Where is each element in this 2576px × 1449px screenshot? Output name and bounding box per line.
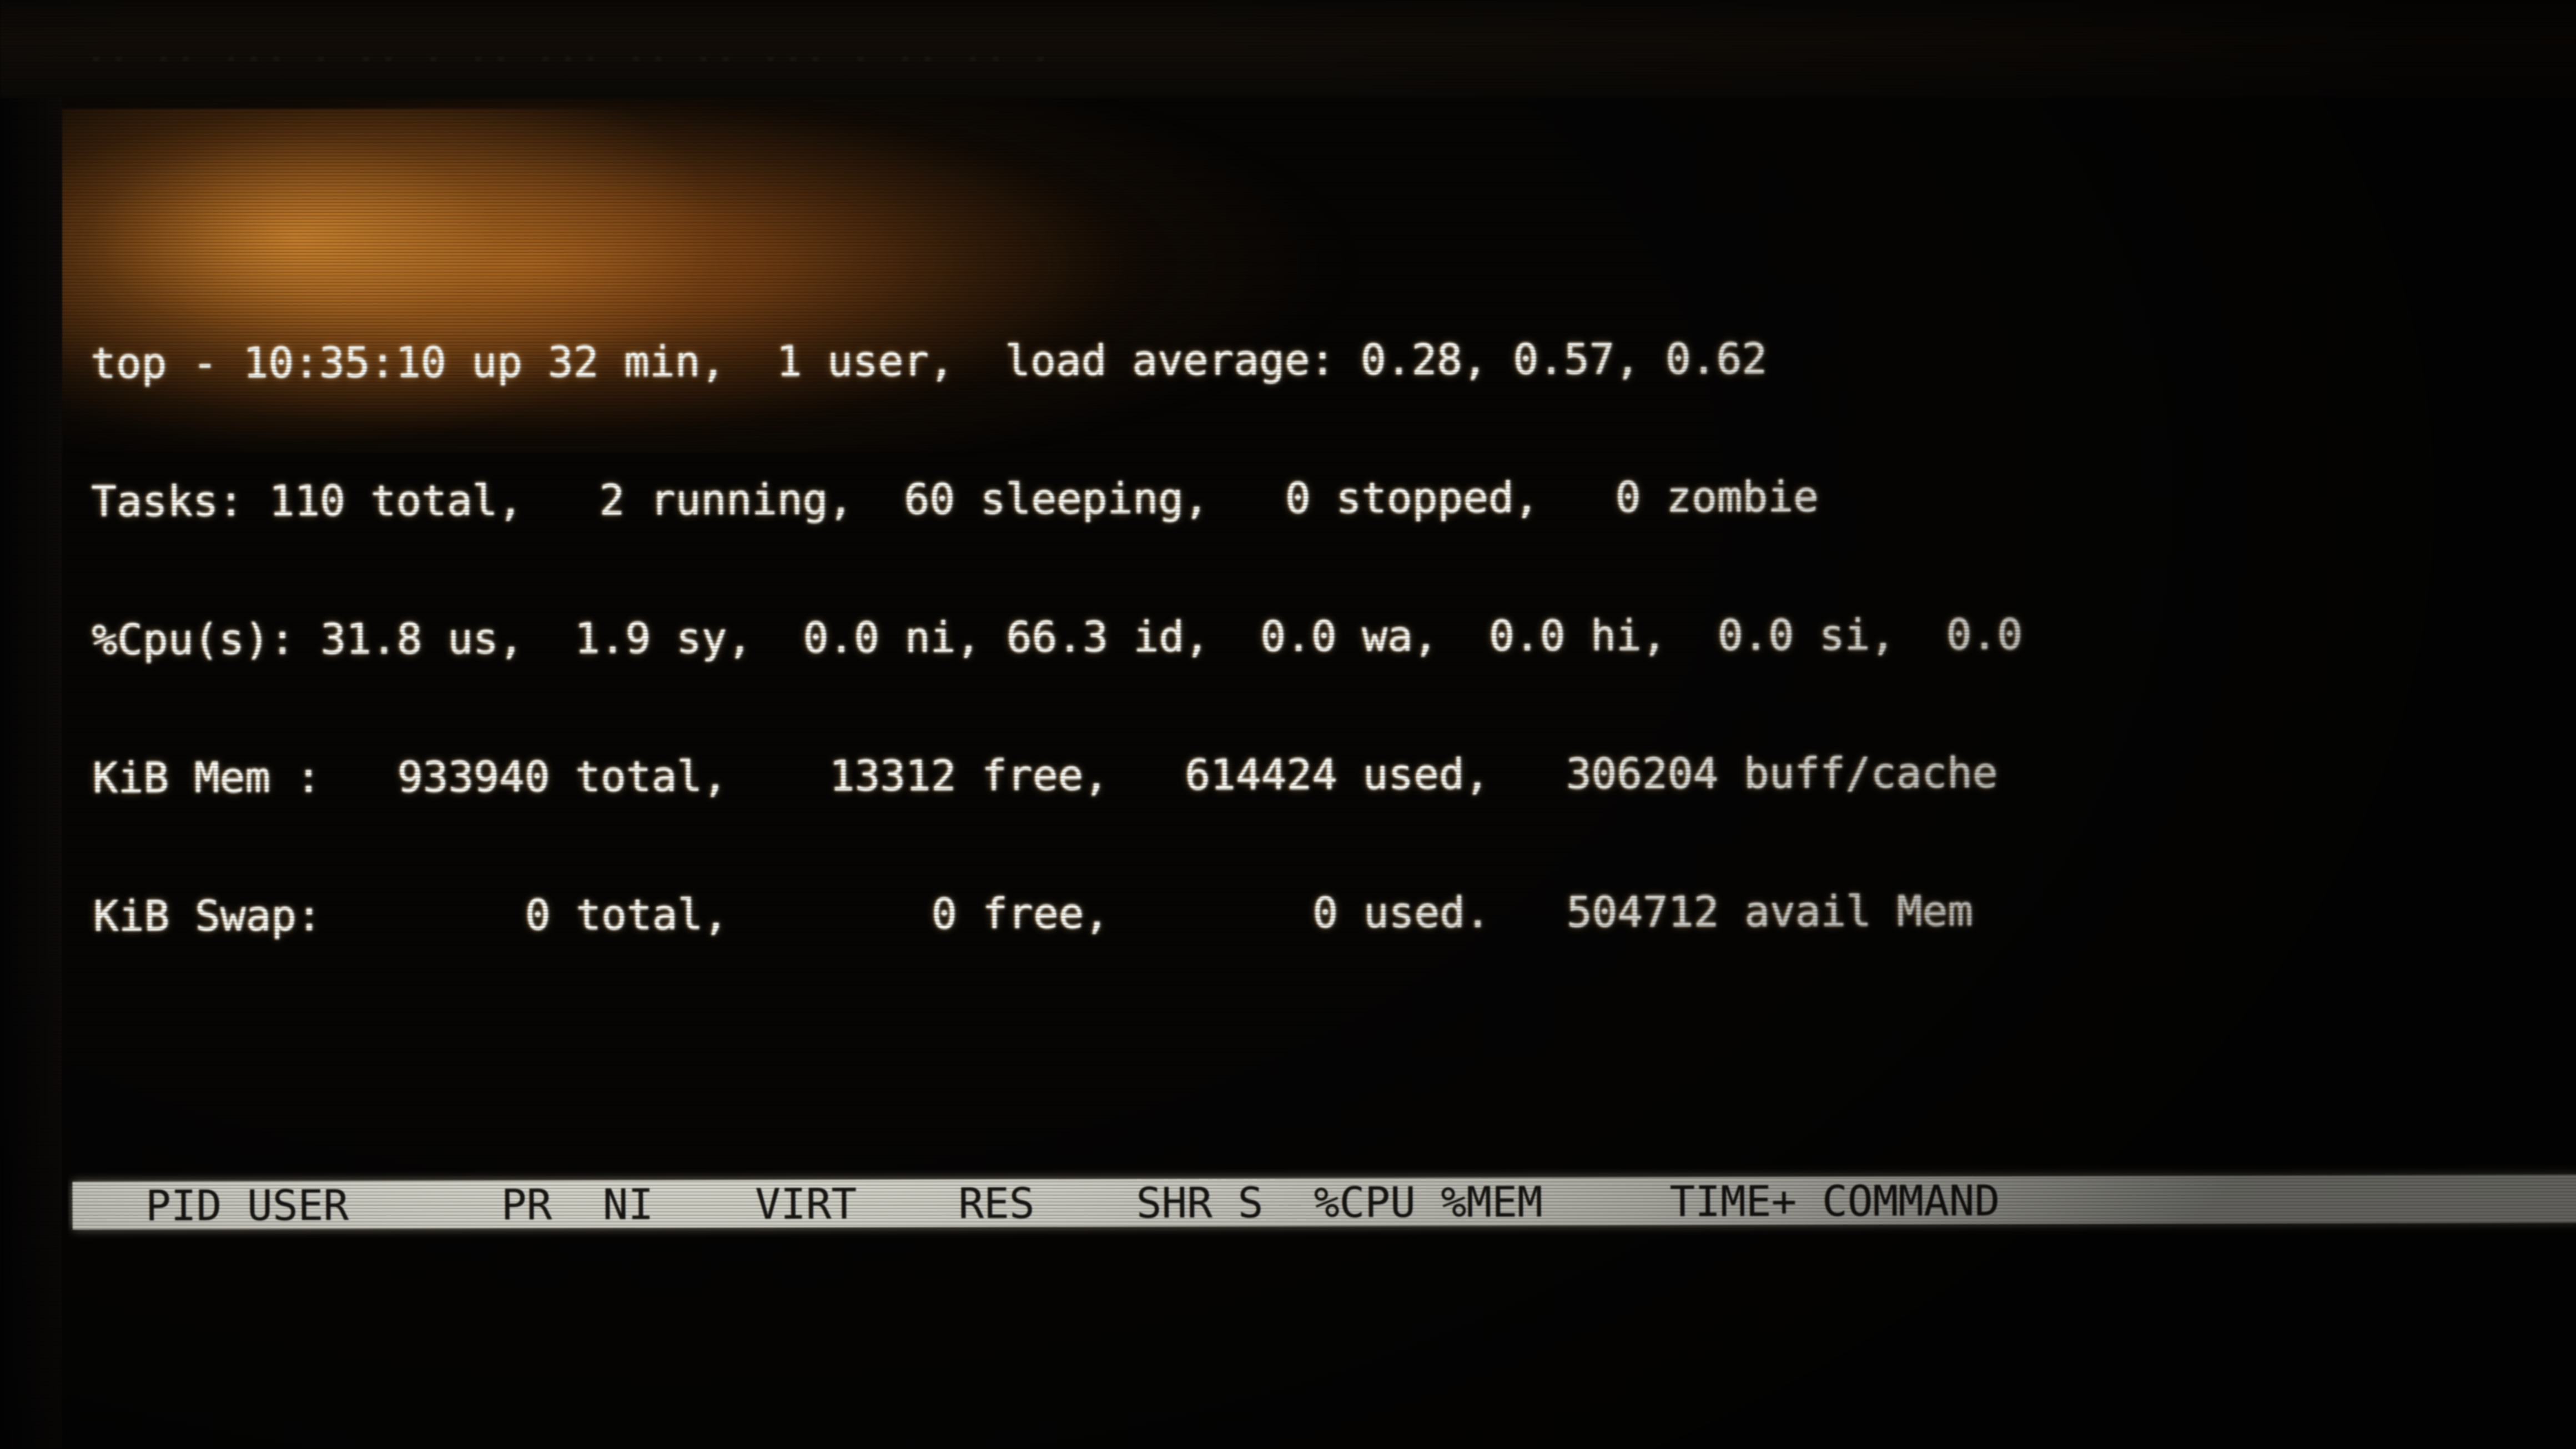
summary-line-mem: KiB Mem : 933940 total, 13312 free, 6144… bbox=[92, 747, 1998, 803]
process-table-body: 1761 wekan 20 0 3022852 201124 22780 R 1… bbox=[69, 1366, 2576, 1449]
top-summary-block: top - 10:35:10 up 32 min, 1 user, load a… bbox=[63, 229, 2576, 1032]
top-terminal-output[interactable]: top - 10:35:10 up 32 min, 1 user, load a… bbox=[63, 90, 2576, 1449]
summary-line-cpu: %Cpu(s): 31.8 us, 1.9 sy, 0.0 ni, 66.3 i… bbox=[92, 609, 2023, 665]
scrolled-off-text-ghost: -- -- --- - -- - -- --- -- -- --- - -- -… bbox=[89, 43, 1056, 69]
summary-line-uptime: top - 10:35:10 up 32 min, 1 user, load a… bbox=[90, 334, 1768, 388]
summary-line-swap: KiB Swap: 0 total, 0 free, 0 used. 50471… bbox=[93, 886, 1974, 941]
process-table-header-text: PID USER PR NI VIRT RES SHR S %CPU %MEM … bbox=[94, 1175, 2000, 1231]
process-table-header-bar[interactable]: PID USER PR NI VIRT RES SHR S %CPU %MEM … bbox=[72, 1175, 2576, 1230]
summary-line-tasks: Tasks: 110 total, 2 running, 60 sleeping… bbox=[91, 471, 1819, 526]
